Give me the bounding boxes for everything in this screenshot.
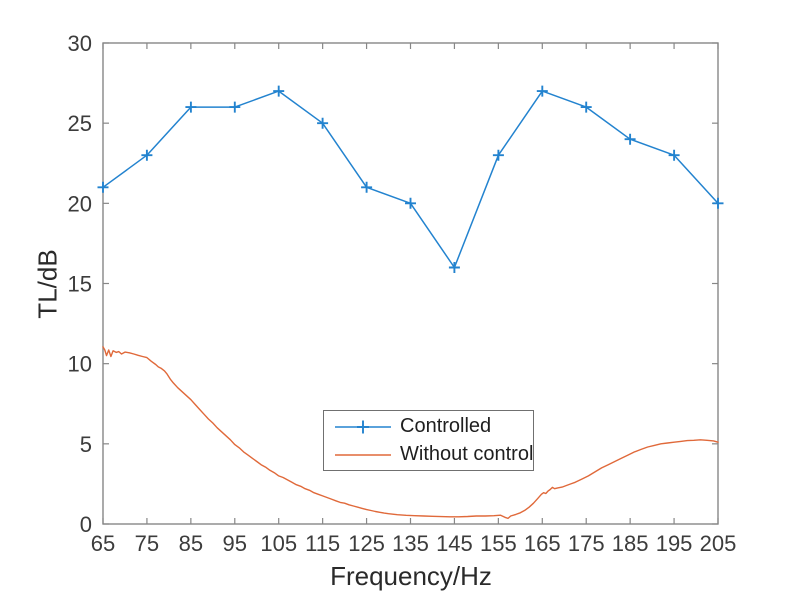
- y-tick-label: 20: [68, 191, 92, 216]
- y-tick-label: 30: [68, 31, 92, 56]
- x-tick-label: 75: [135, 531, 159, 556]
- y-tick-label: 15: [68, 272, 92, 297]
- x-tick-label: 125: [348, 531, 385, 556]
- x-tick-label: 175: [568, 531, 605, 556]
- x-tick-label: 145: [436, 531, 473, 556]
- y-tick-label: 10: [68, 352, 92, 377]
- series-line-2: [102, 346, 719, 520]
- y-axis-label: TL/dB: [32, 249, 63, 319]
- x-tick-label: 205: [700, 531, 737, 556]
- x-tick-label: 155: [480, 531, 517, 556]
- x-tick-label: 105: [260, 531, 297, 556]
- x-tick-label: 185: [612, 531, 649, 556]
- x-tick-label: 95: [223, 531, 247, 556]
- x-tick-label: 65: [91, 531, 115, 556]
- series-line-1: [102, 90, 719, 269]
- legend: Controlled Without control: [323, 410, 534, 471]
- x-tick-label: 85: [179, 531, 203, 556]
- x-tick-label: 135: [392, 531, 429, 556]
- legend-entry-controlled: Controlled: [334, 414, 533, 440]
- y-tick-label: 0: [80, 512, 92, 537]
- x-axis-label: Frequency/Hz: [330, 561, 492, 591]
- controlled-line-sample-icon: [335, 420, 391, 433]
- x-tick-label: 195: [656, 531, 693, 556]
- legend-label-controlled: Controlled: [400, 415, 492, 437]
- without-control-line-sample-icon: [335, 453, 391, 456]
- controlled-sample-plus-marker-icon: [357, 420, 369, 433]
- legend-label-without-control: Without control: [400, 443, 534, 465]
- legend-entry-without-control: Without control: [334, 442, 533, 468]
- x-tick-label: 115: [305, 531, 340, 556]
- y-tick-label: 25: [68, 111, 92, 136]
- x-tick-label: 165: [524, 531, 561, 556]
- y-tick-label: 5: [80, 432, 92, 457]
- series-plus-markers-1: [97, 85, 724, 273]
